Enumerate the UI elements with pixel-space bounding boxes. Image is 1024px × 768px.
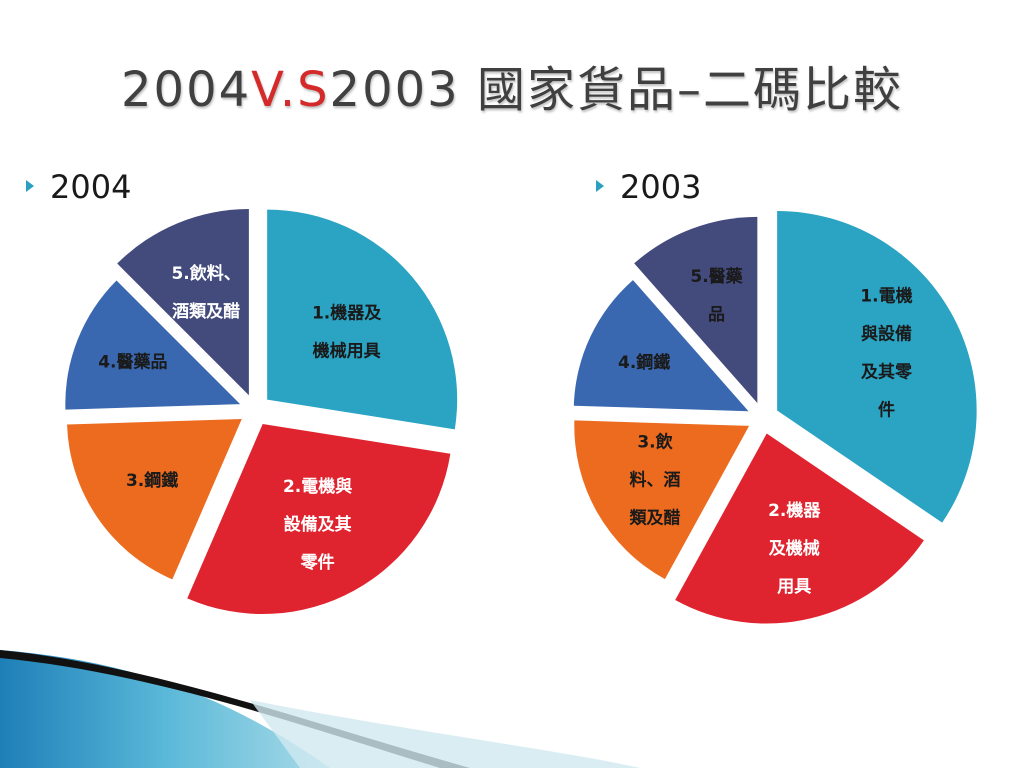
bullet-label-2003: 2003 — [620, 168, 702, 206]
bullet-arrow-icon — [26, 180, 34, 192]
title-rest: 2003 國家貨品–二碼比較 — [329, 62, 903, 118]
pie-slice-4 — [573, 280, 749, 412]
bullet-label-2004: 2004 — [50, 168, 132, 206]
pie-slice-4 — [65, 280, 241, 410]
pie-slice-3 — [574, 420, 750, 580]
page-title: 2004V.S2003 國家貨品–二碼比較 — [0, 50, 1024, 120]
pie-slice-2 — [675, 433, 924, 624]
pie-slice-5 — [117, 209, 249, 396]
title-vs: V.S — [251, 62, 330, 118]
pie-slice-3 — [67, 418, 242, 580]
pie-slice-2 — [187, 424, 451, 615]
slice-label-4: 4.醫藥品 — [98, 352, 167, 373]
bullet-2003: 2003 — [596, 168, 701, 206]
pie-slice-1 — [777, 211, 977, 523]
slice-label-1: 1.電機與設備及其零件 — [860, 286, 913, 421]
slice-label-2: 2.機器及機械用具 — [768, 500, 821, 597]
bullet-arrow-icon — [596, 180, 604, 192]
slice-label-2: 2.電機與設備及其零件 — [283, 476, 352, 573]
slice-label-5: 5.飲料、酒類及醋 — [171, 263, 240, 322]
pie-chart-2004: 1.機器及機械用具 2.電機與設備及其零件 3.鋼鐵 4.醫藥品 5.飲料、酒類及醋 — [65, 209, 458, 615]
slice-label-4: 4.鋼鐵 — [618, 352, 670, 373]
slice-label-3: 3.飲料、酒類及醋 — [628, 432, 680, 529]
slice-label-1: 1.機器及機械用具 — [312, 303, 382, 362]
bullet-2004: 2004 — [26, 168, 131, 206]
pie-slice-5 — [634, 216, 758, 404]
pie-slice-1 — [267, 209, 458, 430]
pie-chart-2003: 1.電機與設備及其零件 2.機器及機械用具 3.飲料、酒類及醋 4.鋼鐵 5.醫藥品 — [573, 211, 977, 624]
slice-label-3: 3.鋼鐵 — [126, 470, 178, 491]
slice-label-5: 5.醫藥品 — [690, 266, 743, 325]
title-year-2004: 2004 — [121, 62, 252, 118]
